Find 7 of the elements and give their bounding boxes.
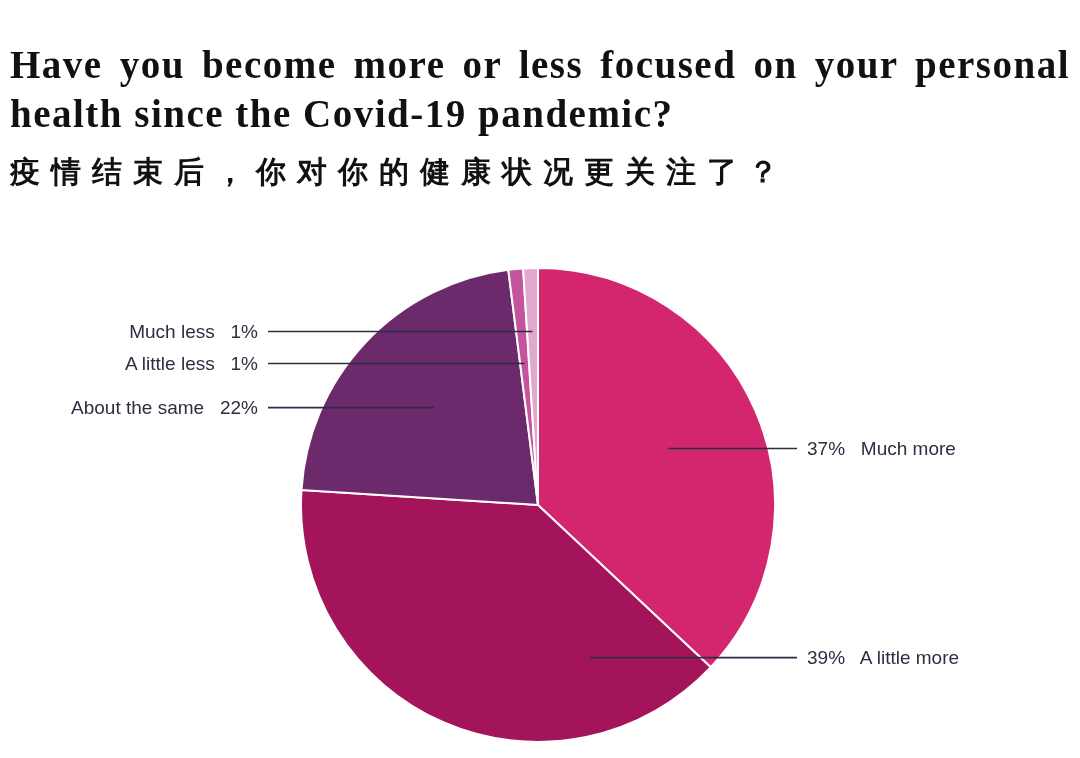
chart-title: Have you become more or less focused on your personal health since the Covid-19 pandemic? xyxy=(10,42,1070,138)
chart-subtitle: 疫情结束后，你对你的健康状况更关注了？ xyxy=(10,154,789,190)
slice-label: A little less 1% xyxy=(124,352,259,374)
slice-label: About the same 22% xyxy=(71,397,259,419)
slice-label: Much less 1% xyxy=(129,320,259,342)
slice-label: 37% Much more xyxy=(807,438,956,460)
slice-label: 39% A little more xyxy=(807,647,960,669)
